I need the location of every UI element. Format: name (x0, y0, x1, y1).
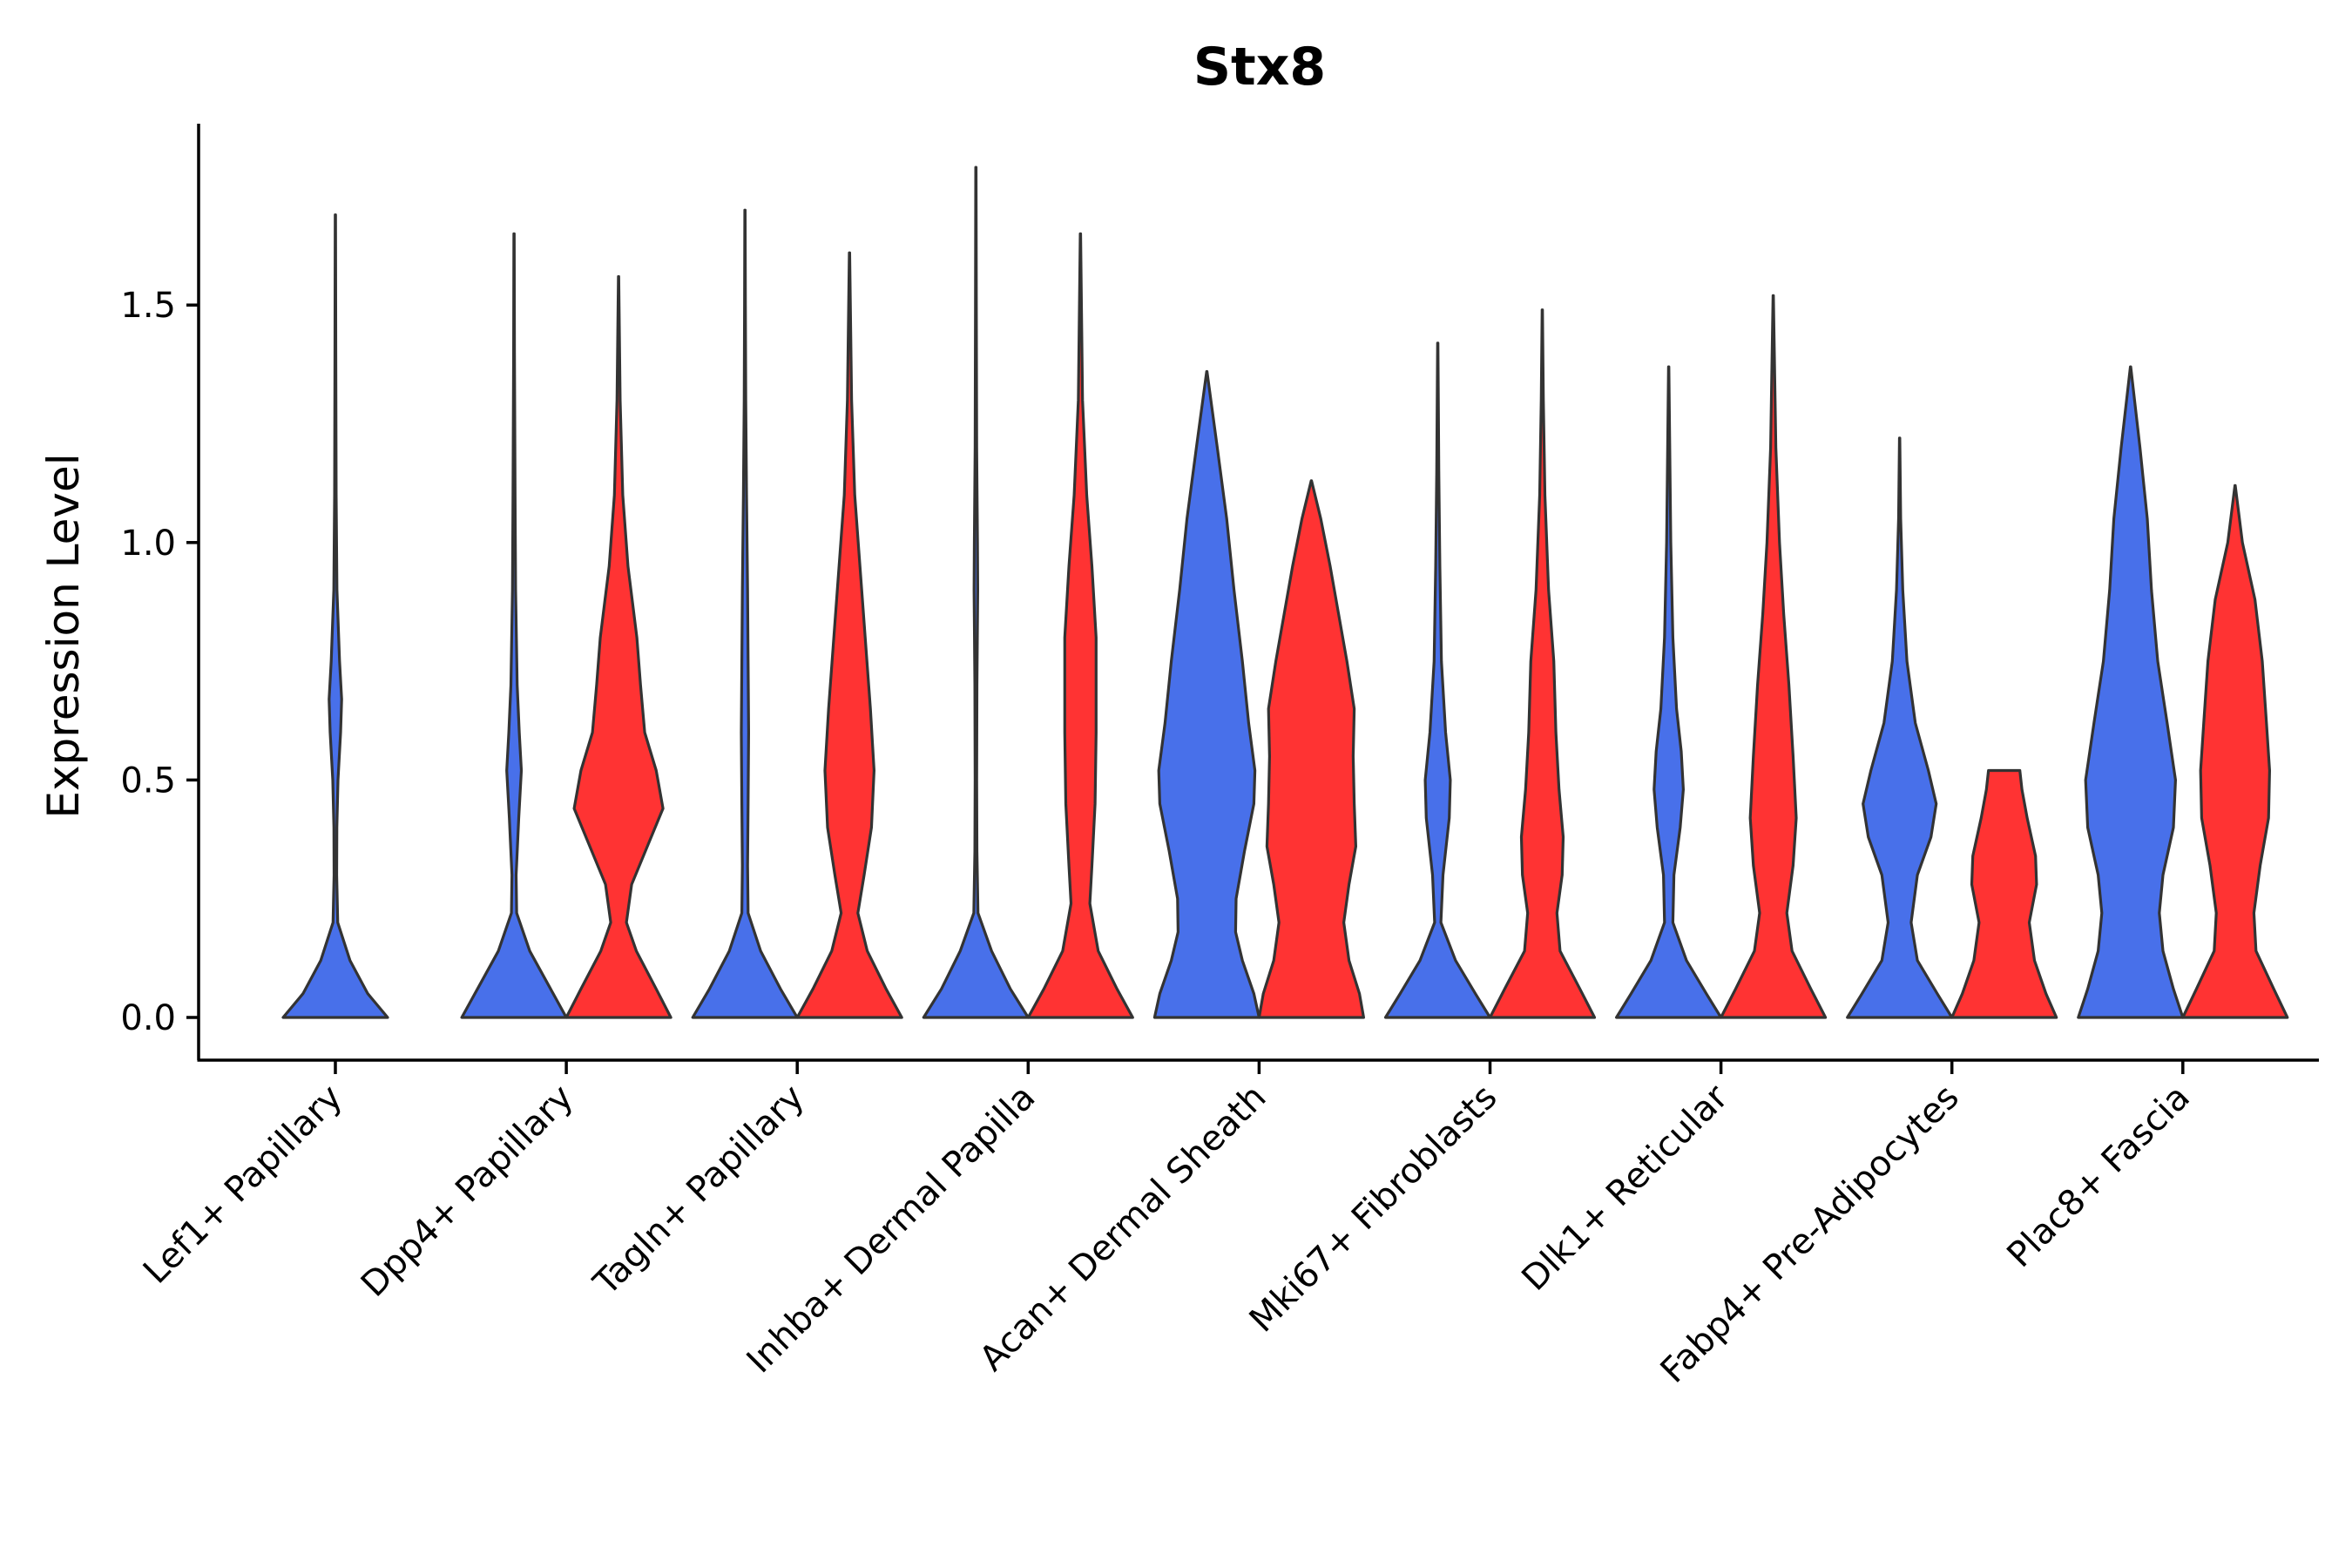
y-tick-label: 0.5 (120, 760, 176, 801)
x-tick-label: Tagln+ Papillary (585, 1078, 812, 1304)
violin-blue-6 (1615, 365, 1723, 1019)
violin-red-6 (1720, 294, 1828, 1019)
violin-blue-7 (1846, 436, 1954, 1019)
y-tick-label: 1.0 (120, 524, 176, 564)
x-tick-label: Dlk1+ Reticular (1514, 1077, 1736, 1299)
violin-red-3 (1026, 232, 1134, 1019)
violin-red-8 (2181, 483, 2289, 1019)
violin-red-5 (1488, 308, 1597, 1019)
violin-red-1 (564, 274, 672, 1019)
y-axis-label: Expression Level (38, 453, 89, 818)
violin-red-4 (1257, 479, 1365, 1019)
violin-blue-3 (922, 166, 1030, 1019)
x-axis-ticks: Lef1+ Papillary Dpp4+ Papillary Tagln+ Pap… (136, 1060, 2198, 1391)
violin-red-2 (795, 251, 903, 1019)
y-tick-label: 1.5 (120, 286, 176, 326)
violin-red-7 (1950, 768, 2058, 1019)
chart-title: Stx8 (1193, 37, 1326, 98)
y-tick-label: 0.0 (120, 998, 176, 1038)
violin-blue-0 (281, 213, 389, 1019)
x-tick-label: Mki67+ Fibroblasts (1242, 1078, 1505, 1341)
violin-blue-5 (1383, 341, 1492, 1019)
violin-blue-2 (691, 208, 799, 1019)
violin-series (281, 166, 2289, 1019)
x-tick-label: Lef1+ Papillary (136, 1078, 350, 1292)
violin-blue-8 (2077, 365, 2185, 1019)
violin-blue-4 (1152, 369, 1260, 1019)
y-axis-ticks: 0.0 0.5 1.0 1.5 (120, 286, 199, 1038)
violin-blue-1 (460, 232, 568, 1019)
x-tick-label: Dpp4+ Papillary (354, 1078, 581, 1305)
x-tick-label: Plac8+ Fascia (1999, 1078, 2198, 1276)
